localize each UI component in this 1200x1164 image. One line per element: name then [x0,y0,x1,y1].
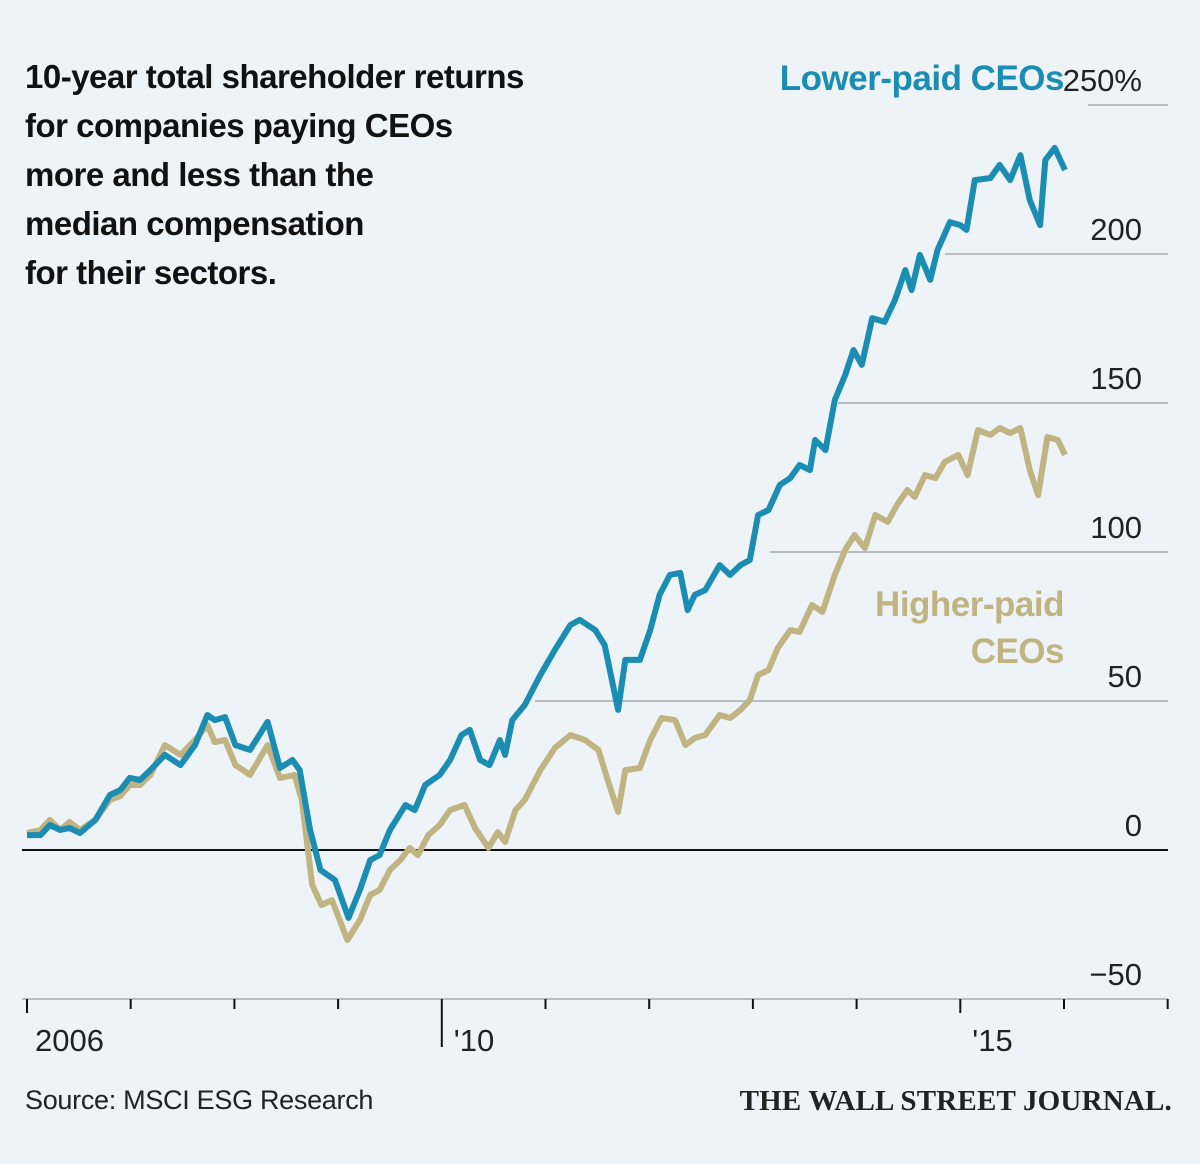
lower-paid-legend-label: Lower-paid CEOs [780,59,1064,98]
x-tick-label: '15 [972,1023,1012,1058]
higher-paid-series-line [26,425,1068,943]
y-tick-label: 100 [1090,510,1142,545]
title-line: for companies paying CEOs [25,107,453,144]
title-line: for their sectors. [25,254,277,291]
chart-title: 10-year total shareholder returns for co… [25,52,524,297]
x-tick-label: 2006 [35,1023,104,1058]
higher-paid-legend-label: Higher-paid [875,585,1064,624]
y-tick-label: 250% [1063,63,1142,98]
title-line: 10-year total shareholder returns [25,58,524,95]
y-tick-label: −50 [1089,957,1142,992]
lower-paid-series-line [27,144,1068,921]
higher-paid-legend-label: CEOs [971,632,1064,671]
source-note: Source: MSCI ESG Research [25,1085,374,1115]
x-tick-label: '10 [454,1023,494,1058]
y-tick-label: 0 [1125,808,1142,843]
y-tick-label: 150 [1090,361,1142,396]
y-tick-label: 200 [1090,212,1142,247]
title-line: median compensation [25,205,364,242]
title-line: more and less than the [25,156,374,193]
y-tick-label: 50 [1108,659,1142,694]
publisher-logo: THE WALL STREET JOURNAL. [739,1085,1172,1117]
